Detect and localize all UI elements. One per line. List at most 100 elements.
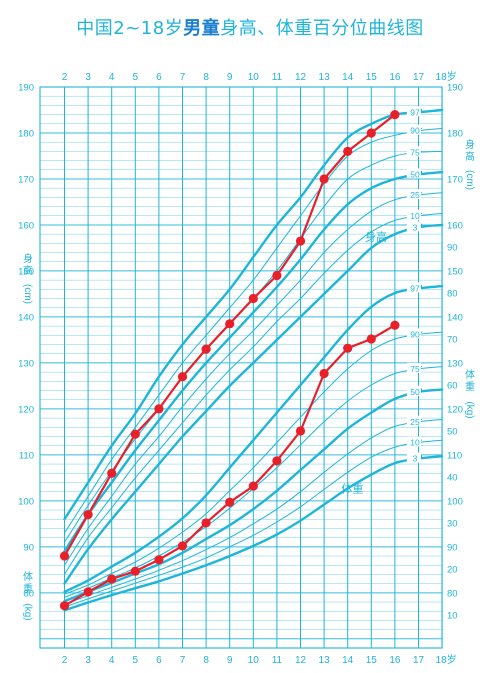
x-tick-label-top: 3 — [85, 72, 91, 83]
height-tick-right: 130 — [447, 358, 463, 369]
weight-percentile-label-bg — [406, 415, 421, 426]
height-tick-left: 110 — [19, 450, 34, 461]
x-tick-label-bottom: 6 — [156, 655, 162, 666]
x-tick-label-bottom: 2 — [62, 655, 68, 666]
plot-frame — [39, 86, 443, 649]
weight-percentile-10-curve — [64, 439, 443, 608]
x-tick-label-top: 12 — [295, 72, 307, 83]
height-child-point — [59, 551, 70, 561]
height-tick-left: 150 — [18, 266, 34, 277]
title-bold: 男童 — [183, 18, 221, 39]
weight-tick-right: 70 — [447, 334, 458, 345]
height-tick-right: 170 — [447, 174, 463, 185]
weight-percentile-97-curve — [63, 284, 444, 594]
axis-caption-char: (kg) — [464, 401, 475, 418]
height-child-point — [248, 293, 258, 304]
x-tick-label-bottom: 13 — [319, 655, 331, 666]
height-percentile-label-bg — [406, 124, 421, 135]
height-child-point — [130, 429, 140, 439]
weight-percentile-label-bg — [406, 328, 421, 339]
weight-percentile-label-50: 50 — [410, 387, 420, 397]
height-tick-left: 90 — [23, 542, 34, 553]
height-inline-label: 身高 — [365, 229, 387, 243]
x-tick-label-bottom: 9 — [227, 655, 233, 666]
weight-percentile-50-curve — [63, 388, 444, 603]
x-tick-label-top: 10 — [248, 72, 260, 83]
x-tick-label-top: 7 — [180, 72, 186, 83]
weight-percentile-label-bg — [406, 452, 421, 463]
x-tick-label-bottom: 3 — [85, 655, 91, 666]
x-tick-label-top: 8 — [203, 72, 209, 83]
height-percentile-97-curve — [63, 108, 444, 521]
weight-percentile-90-curve — [64, 331, 443, 595]
axis-caption-char: 重 — [23, 582, 33, 595]
height-child-point — [272, 270, 282, 281]
x-tick-label-bottom: 16 — [389, 655, 401, 666]
height-percentile-50-curve — [63, 170, 444, 553]
weight-percentile-label-bg — [406, 362, 421, 373]
title-prefix: 中国2~18岁 — [76, 18, 184, 39]
weight-percentile-3-curve — [63, 455, 444, 612]
weight-percentile-25-curve — [64, 419, 443, 605]
height-percentile-25-curve — [64, 192, 443, 566]
weight-child-point — [319, 368, 329, 379]
weight-percentile-label-3: 3 — [413, 454, 418, 464]
x-tick-label-top: 15 — [366, 72, 378, 83]
axis-caption-char: 高 — [23, 264, 33, 277]
height-tick-left: 160 — [18, 220, 34, 231]
weight-percentile-label-75: 75 — [410, 364, 420, 374]
weight-percentile-label-bg — [406, 282, 421, 293]
height-child-point — [177, 372, 188, 382]
weight-child-point — [343, 343, 353, 353]
height-child-point — [343, 146, 353, 156]
weight-tick-right: 30 — [447, 518, 458, 529]
height-child-point — [366, 128, 376, 138]
height-tick-right: 190 — [447, 83, 463, 94]
height-percentile-label-90: 90 — [410, 126, 420, 136]
height-percentile-label-bg — [406, 146, 421, 157]
x-tick-label-bottom: 12 — [295, 655, 307, 666]
weight-child-point — [130, 566, 140, 576]
height-percentile-10-curve — [64, 213, 443, 575]
axis-caption-char: (kg) — [22, 603, 33, 620]
height-percentile-label-75: 75 — [410, 147, 420, 157]
height-percentile-label-10: 10 — [410, 211, 420, 221]
height-child-point — [225, 319, 235, 329]
axis-caption-char: 体 — [465, 369, 475, 381]
weight-child-point — [83, 587, 93, 597]
height-tick-left: 100 — [18, 496, 34, 507]
x-tick-label-top: 5 — [133, 72, 139, 83]
weight-child-point — [248, 481, 258, 491]
height-percentile-label-25: 25 — [410, 190, 420, 200]
weight-percentile-label-25: 25 — [410, 417, 420, 427]
height-percentile-label-bg — [406, 221, 421, 232]
weight-child-point — [201, 518, 211, 528]
height-tick-right: 150 — [447, 266, 463, 277]
height-child-point — [295, 236, 306, 246]
height-axis-caption-right: 身高 (cm) — [464, 138, 475, 190]
x-tick-label-top: 11 — [272, 72, 283, 83]
chart-title: 中国2~18岁男童身高、体重百分位曲线图 — [0, 14, 500, 40]
weight-child-point — [366, 334, 376, 344]
x-tick-label-bottom: 7 — [180, 655, 186, 666]
weight-tick-right: 60 — [447, 380, 458, 391]
weight-tick-right: 10 — [447, 610, 458, 621]
height-tick-left: 120 — [18, 404, 34, 415]
x-tick-label-bottom: 5 — [133, 655, 139, 666]
height-percentile-label-3: 3 — [413, 222, 418, 232]
height-percentile-label-bg — [406, 209, 421, 220]
axis-caption-char: 身 — [465, 138, 475, 151]
height-axis-caption-left: 身高 (cm) — [22, 252, 33, 304]
weight-inline-label: 体重 — [341, 481, 363, 495]
weight-percentile-label-bg — [406, 436, 421, 447]
weight-axis-caption-right: 体重 (kg) — [464, 369, 475, 419]
x-tick-label-bottom: 17 — [413, 655, 425, 666]
x-tick-label-top: 2 — [62, 72, 68, 83]
x-tick-label-top: 6 — [156, 72, 162, 83]
weight-percentile-label-10: 10 — [410, 437, 420, 447]
weight-tick-right: 90 — [447, 243, 458, 254]
height-child-point — [83, 510, 93, 520]
axis-caption-char: 高 — [465, 150, 475, 163]
height-tick-right: 180 — [447, 128, 463, 139]
